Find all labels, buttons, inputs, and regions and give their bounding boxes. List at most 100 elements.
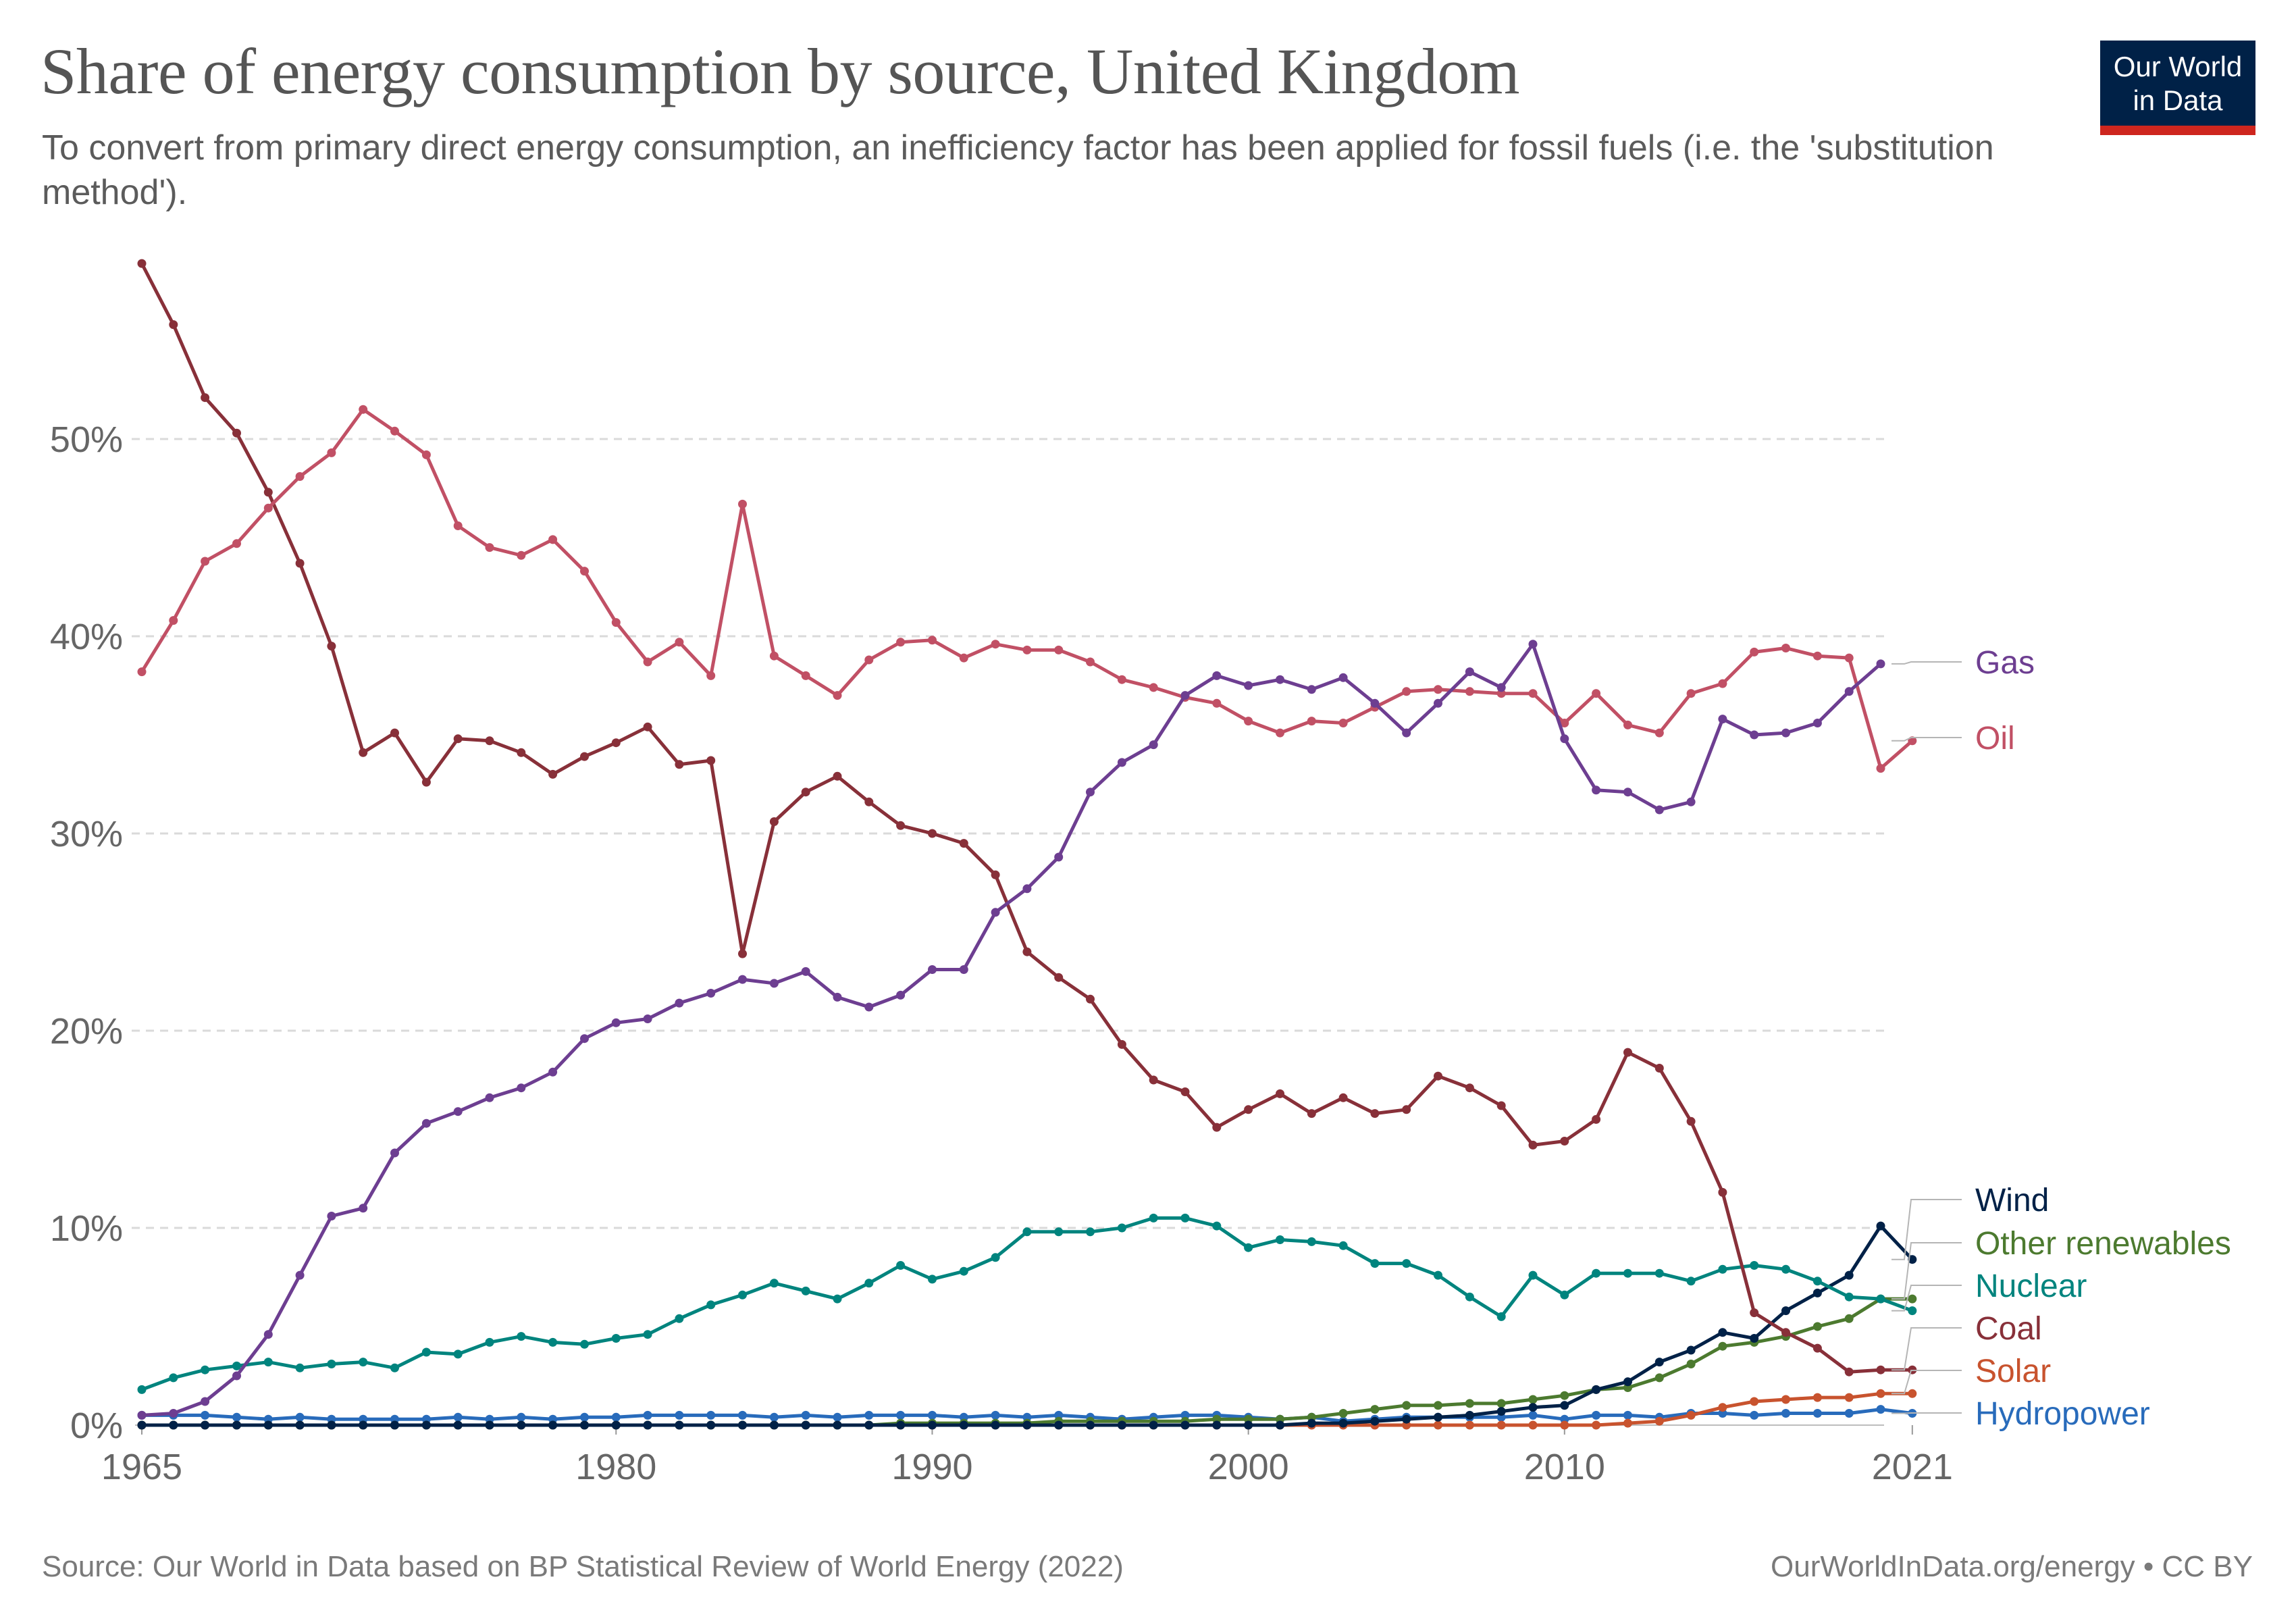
- data-point[interactable]: [1844, 1409, 1854, 1418]
- data-point[interactable]: [1086, 1227, 1095, 1237]
- data-point[interactable]: [232, 1420, 241, 1430]
- data-point[interactable]: [295, 472, 305, 481]
- data-point[interactable]: [1876, 1405, 1885, 1414]
- data-point[interactable]: [201, 393, 210, 403]
- data-point[interactable]: [232, 1371, 241, 1381]
- data-point[interactable]: [1180, 1087, 1190, 1096]
- data-point[interactable]: [1781, 1328, 1790, 1337]
- data-point[interactable]: [1054, 973, 1064, 982]
- data-point[interactable]: [1844, 687, 1854, 696]
- data-point[interactable]: [738, 1410, 747, 1420]
- data-point[interactable]: [1496, 1312, 1506, 1321]
- data-point[interactable]: [1212, 1221, 1222, 1231]
- data-point[interactable]: [201, 557, 210, 566]
- data-point[interactable]: [263, 488, 273, 497]
- data-point[interactable]: [1876, 1221, 1885, 1231]
- data-point[interactable]: [1338, 719, 1348, 727]
- data-point[interactable]: [1528, 689, 1538, 698]
- data-point[interactable]: [295, 1363, 305, 1372]
- data-point[interactable]: [548, 769, 558, 779]
- data-point[interactable]: [1686, 1277, 1696, 1286]
- data-point[interactable]: [1560, 734, 1569, 744]
- data-point[interactable]: [1117, 1420, 1126, 1430]
- data-point[interactable]: [991, 908, 1000, 917]
- data-point[interactable]: [1623, 1377, 1632, 1387]
- data-point[interactable]: [517, 550, 526, 560]
- data-point[interactable]: [1528, 1140, 1538, 1150]
- data-point[interactable]: [421, 1420, 431, 1430]
- data-point[interactable]: [485, 1093, 494, 1102]
- data-point[interactable]: [390, 1148, 399, 1158]
- data-point[interactable]: [169, 616, 178, 625]
- data-point[interactable]: [928, 1410, 937, 1420]
- data-point[interactable]: [263, 1330, 273, 1339]
- data-point[interactable]: [1844, 1270, 1854, 1280]
- data-point[interactable]: [896, 990, 906, 1000]
- data-point[interactable]: [1686, 797, 1696, 806]
- data-point[interactable]: [1592, 1410, 1601, 1420]
- data-point[interactable]: [1338, 1093, 1348, 1102]
- data-point[interactable]: [1117, 1223, 1126, 1233]
- data-point[interactable]: [1623, 1410, 1632, 1420]
- data-point[interactable]: [959, 1420, 968, 1430]
- data-point[interactable]: [1149, 1420, 1158, 1430]
- data-point[interactable]: [1654, 1358, 1664, 1367]
- series-label-wind[interactable]: Wind: [1975, 1183, 2049, 1218]
- data-point[interactable]: [453, 1412, 463, 1422]
- data-point[interactable]: [611, 738, 621, 748]
- data-point[interactable]: [421, 1347, 431, 1357]
- data-point[interactable]: [801, 788, 810, 797]
- data-point[interactable]: [1054, 1420, 1064, 1430]
- data-point[interactable]: [1022, 947, 1032, 956]
- data-point[interactable]: [263, 503, 273, 513]
- data-point[interactable]: [864, 655, 874, 665]
- data-point[interactable]: [1307, 1237, 1316, 1246]
- data-point[interactable]: [991, 1253, 1000, 1262]
- data-point[interactable]: [359, 1204, 368, 1213]
- data-point[interactable]: [1434, 1412, 1442, 1422]
- data-point[interactable]: [137, 259, 147, 268]
- data-point[interactable]: [643, 1420, 652, 1430]
- series-label-nuclear[interactable]: Nuclear: [1975, 1268, 2087, 1304]
- data-point[interactable]: [1434, 698, 1442, 708]
- data-point[interactable]: [675, 1314, 684, 1323]
- data-point[interactable]: [201, 1365, 210, 1374]
- data-point[interactable]: [1528, 1395, 1538, 1404]
- data-point[interactable]: [611, 1334, 621, 1343]
- data-point[interactable]: [232, 1412, 241, 1422]
- data-point[interactable]: [1812, 1322, 1822, 1331]
- data-point[interactable]: [769, 651, 779, 661]
- data-point[interactable]: [801, 1410, 810, 1420]
- data-point[interactable]: [991, 1410, 1000, 1420]
- data-point[interactable]: [327, 448, 336, 457]
- data-point[interactable]: [1592, 1114, 1601, 1124]
- data-point[interactable]: [1212, 671, 1222, 680]
- data-point[interactable]: [706, 756, 716, 765]
- data-point[interactable]: [1434, 1401, 1442, 1410]
- data-point[interactable]: [1338, 1418, 1348, 1428]
- data-point[interactable]: [1212, 1123, 1222, 1132]
- data-point[interactable]: [1149, 740, 1158, 750]
- data-point[interactable]: [453, 1349, 463, 1359]
- data-point[interactable]: [928, 965, 937, 974]
- data-point[interactable]: [137, 667, 147, 677]
- data-point[interactable]: [1876, 1294, 1885, 1304]
- data-point[interactable]: [232, 1361, 241, 1370]
- data-point[interactable]: [169, 1373, 178, 1383]
- data-point[interactable]: [1686, 1410, 1696, 1420]
- data-point[interactable]: [1117, 1039, 1126, 1049]
- data-point[interactable]: [769, 1412, 779, 1422]
- data-point[interactable]: [548, 1420, 558, 1430]
- data-point[interactable]: [706, 989, 716, 998]
- data-point[interactable]: [1434, 1071, 1442, 1081]
- data-point[interactable]: [738, 1420, 747, 1430]
- data-point[interactable]: [1908, 1255, 1917, 1264]
- data-point[interactable]: [801, 1286, 810, 1295]
- data-point[interactable]: [1370, 1259, 1380, 1268]
- data-point[interactable]: [1560, 1137, 1569, 1146]
- data-point[interactable]: [1560, 1391, 1569, 1400]
- data-point[interactable]: [517, 1420, 526, 1430]
- data-point[interactable]: [896, 1261, 906, 1270]
- data-point[interactable]: [453, 1420, 463, 1430]
- data-point[interactable]: [675, 638, 684, 647]
